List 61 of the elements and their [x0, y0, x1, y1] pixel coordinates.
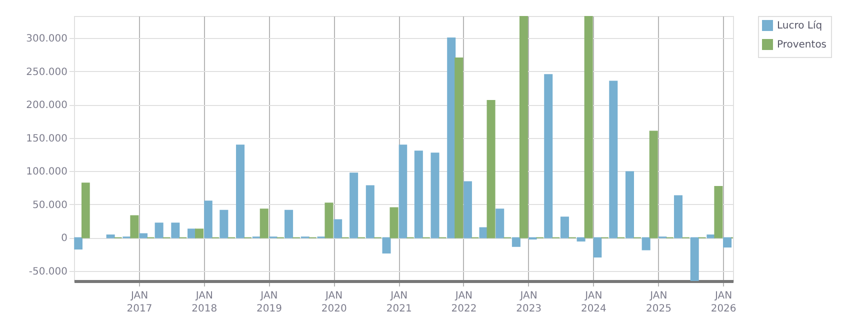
bar — [334, 219, 342, 238]
x-tick-label: JAN 2021 — [386, 290, 412, 313]
bar — [260, 208, 268, 238]
bar — [512, 237, 520, 247]
bar — [642, 237, 650, 250]
bar — [584, 16, 593, 238]
bar — [593, 237, 602, 258]
bar — [496, 208, 504, 238]
x-tick-label: JAN 2026 — [710, 290, 736, 313]
x-tick-label: JAN 2019 — [256, 290, 282, 313]
bar — [171, 222, 180, 238]
bar — [382, 237, 391, 254]
bar — [195, 228, 204, 238]
y-tick-label: 200.000 — [26, 100, 68, 112]
bar — [284, 210, 294, 238]
y-tick-label: 150.000 — [26, 133, 68, 144]
y-tick-label: 100.000 — [26, 166, 68, 178]
bar — [154, 222, 164, 238]
bar — [723, 237, 732, 248]
x-tick-label: JAN 2025 — [646, 290, 672, 313]
x-tick-label: JAN 2020 — [321, 290, 347, 313]
bar — [220, 210, 228, 238]
x-tick-label: JAN 2018 — [192, 290, 218, 313]
bar — [350, 172, 358, 238]
bar — [81, 182, 90, 238]
bar — [544, 74, 553, 238]
bar — [130, 215, 139, 238]
y-tick-label: -50.000 — [28, 266, 68, 278]
x-tick-label: JAN 2017 — [126, 290, 152, 313]
bar — [609, 80, 618, 238]
bar — [560, 216, 569, 238]
y-tick-label: 0 — [61, 233, 68, 244]
bar — [625, 171, 634, 238]
bar — [464, 181, 472, 238]
bar — [204, 200, 212, 238]
bar — [398, 144, 408, 238]
bar — [454, 57, 464, 238]
bar — [324, 202, 334, 238]
y-tick-label: 300.000 — [26, 33, 68, 44]
bar — [139, 233, 148, 238]
bar — [366, 185, 374, 238]
x-tick-label: JAN 2024 — [580, 290, 606, 313]
legend-label: Proventos — [777, 40, 827, 50]
bar — [649, 130, 658, 238]
x-tick-label: JAN 2023 — [516, 290, 542, 313]
y-tick-label: 250.000 — [26, 66, 68, 78]
bar — [690, 237, 699, 281]
y-tick-label: 50.000 — [32, 200, 68, 211]
bar — [576, 237, 586, 242]
bar — [390, 207, 398, 238]
bar — [106, 234, 115, 238]
bar — [486, 100, 496, 238]
bar — [519, 16, 528, 238]
legend-label: Lucro Líq — [777, 20, 822, 32]
bar — [236, 144, 245, 238]
x-tick-label: JAN 2022 — [451, 290, 477, 313]
bar — [714, 186, 723, 238]
bar — [674, 195, 683, 238]
bar — [414, 150, 423, 238]
bar — [430, 152, 440, 238]
bar — [74, 237, 82, 250]
